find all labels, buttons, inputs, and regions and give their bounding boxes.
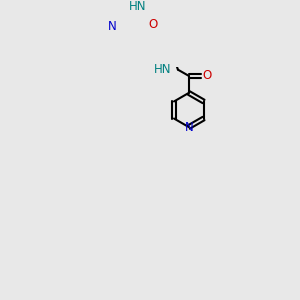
Text: O: O	[202, 69, 211, 82]
Text: N: N	[107, 20, 116, 33]
Text: N: N	[184, 121, 193, 134]
Text: O: O	[148, 18, 158, 31]
Text: HN: HN	[129, 0, 146, 13]
Text: HN: HN	[154, 63, 172, 76]
